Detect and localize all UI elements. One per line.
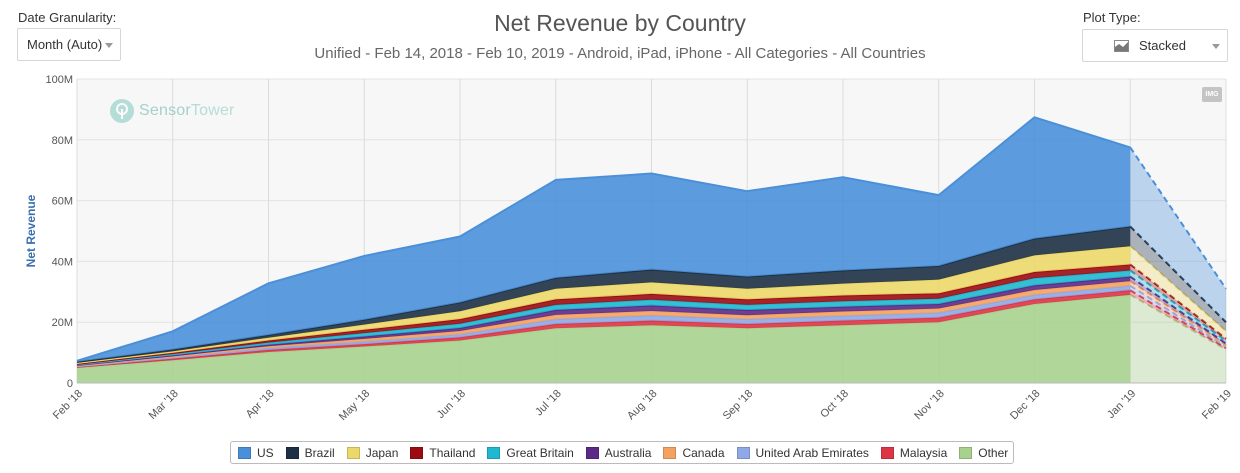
- x-tick-label: May '18: [337, 388, 372, 423]
- watermark-brand-a: Sensor: [139, 102, 191, 119]
- chart-legend: US Brazil Japan Thailand Great Britain Austra…: [230, 441, 1014, 464]
- legend-swatch: [285, 446, 299, 459]
- date-granularity-value: Month (Auto): [27, 37, 103, 52]
- chevron-down-icon: [105, 43, 113, 48]
- x-tick-label: Oct '18: [818, 388, 851, 421]
- legend-label: US: [257, 445, 274, 460]
- x-tick-label: Jul '18: [533, 388, 564, 419]
- legend-swatch: [736, 446, 750, 459]
- legend-swatch: [410, 446, 424, 459]
- legend-item-united-arab-emirates[interactable]: United Arab Emirates: [736, 445, 869, 460]
- area-other: [77, 294, 1131, 383]
- legend-swatch: [346, 446, 360, 459]
- watermark-text: SensorTower: [139, 102, 235, 120]
- area-chart-icon: [1114, 39, 1129, 52]
- y-tick-label: 100M: [45, 74, 73, 86]
- projected-area-brazil: [1130, 226, 1226, 332]
- x-tick-label: Mar '18: [147, 388, 181, 422]
- legend-label: Japan: [365, 445, 399, 460]
- legend-label: United Arab Emirates: [755, 445, 869, 460]
- y-tick-label: 80M: [52, 135, 73, 147]
- x-tick-label: Dec '18: [1008, 388, 1043, 423]
- chart-subtitle: Unified - Feb 14, 2018 - Feb 10, 2019 - …: [314, 45, 926, 62]
- projected-line-canada: [1129, 280, 1227, 346]
- legend-item-japan[interactable]: Japan: [346, 445, 399, 460]
- projected-area-australia: [1130, 276, 1226, 345]
- y-tick-label: 20M: [52, 317, 73, 329]
- legend-item-brazil[interactable]: Brazil: [285, 445, 335, 460]
- y-axis-label: Net Revenue: [24, 194, 38, 267]
- date-granularity-select[interactable]: Month (Auto): [17, 28, 121, 61]
- legend-item-great-britain[interactable]: Great Britain: [487, 445, 574, 460]
- projected-area-other: [1130, 294, 1226, 383]
- x-tick-label: Jan '19: [1105, 388, 1138, 421]
- legend-label: Great Britain: [506, 445, 574, 460]
- plot-type-select[interactable]: Stacked: [1082, 29, 1228, 62]
- plot-type-value: Stacked: [1139, 38, 1186, 53]
- legend-label: Australia: [604, 445, 652, 460]
- watermark-brand-b: Tower: [190, 102, 235, 119]
- sensortower-logo-icon: [110, 99, 134, 123]
- x-tick-label: Apr '18: [244, 388, 277, 421]
- projected-line-malaysia: [1129, 289, 1227, 349]
- legend-item-malaysia[interactable]: Malaysia: [880, 445, 948, 460]
- legend-swatch: [487, 446, 501, 459]
- legend-label: Brazil: [304, 445, 335, 460]
- projected-area-canada: [1130, 281, 1226, 347]
- projected-line-brazil: [1129, 225, 1227, 323]
- plot-type-label: Plot Type:: [1083, 10, 1141, 25]
- legend-item-canada[interactable]: Canada: [663, 445, 725, 460]
- area-us: [77, 117, 1131, 362]
- y-tick-label: 60M: [52, 196, 73, 208]
- projected-area-us: [1130, 147, 1226, 323]
- sensortower-watermark: SensorTower: [109, 98, 235, 124]
- x-tick-label: Sep '18: [721, 388, 756, 423]
- net-revenue-chart: 0 20M 40M 60M 80M 100M Feb '18 Mar '18 Apr '18 Ma…: [24, 74, 1234, 423]
- legend-swatch: [238, 446, 251, 459]
- chevron-down-icon: [1212, 44, 1220, 49]
- export-image-button[interactable]: IMG: [1202, 87, 1222, 102]
- area-brazil: [77, 226, 1131, 363]
- x-tick-label: Aug '18: [625, 388, 660, 423]
- projected-line-japan: [1129, 245, 1227, 333]
- series-line-us: [76, 116, 1131, 362]
- projected-line-other: [1129, 293, 1227, 351]
- x-tick-label: Feb '18: [51, 388, 85, 422]
- x-tick-label: Jun '18: [435, 388, 468, 421]
- date-granularity-label: Date Granularity:: [18, 10, 117, 25]
- chart-title: Net Revenue by Country: [494, 10, 746, 36]
- legend-label: Malaysia: [899, 445, 948, 460]
- projected-area-japan: [1130, 246, 1226, 339]
- legend-item-thailand[interactable]: Thailand: [410, 446, 475, 460]
- legend-swatch: [959, 446, 973, 459]
- legend-label: Thailand: [429, 445, 476, 460]
- legend-item-other[interactable]: Other: [959, 446, 1008, 460]
- legend-swatch: [880, 446, 894, 459]
- projected-line-united-arab-emirates: [1129, 284, 1227, 348]
- legend-label: Other: [978, 445, 1009, 460]
- legend-swatch: [585, 446, 599, 459]
- y-tick-label: 40M: [52, 256, 73, 268]
- x-tick-label: Nov '18: [912, 388, 947, 423]
- y-tick-label: 0: [67, 378, 73, 390]
- x-tick-label: Feb '19: [1200, 388, 1234, 422]
- legend-label: Canada: [682, 445, 725, 460]
- legend-item-australia[interactable]: Australia: [585, 445, 652, 460]
- legend-item-us[interactable]: US: [238, 446, 274, 460]
- projected-line-thailand: [1129, 263, 1227, 340]
- legend-swatch: [663, 446, 677, 459]
- projected-line-us: [1129, 146, 1227, 290]
